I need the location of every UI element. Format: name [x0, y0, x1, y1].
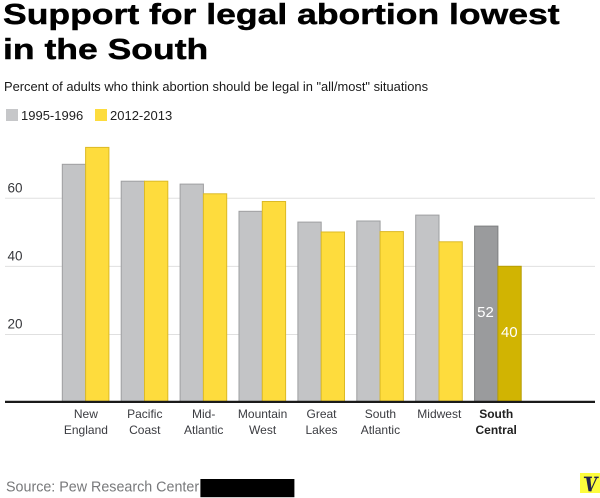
svg-text:Mountain: Mountain	[238, 407, 287, 421]
svg-text:Mid-: Mid-	[192, 407, 215, 421]
svg-text:South: South	[365, 407, 396, 421]
svg-text:Lakes: Lakes	[305, 423, 337, 437]
svg-text:Great: Great	[306, 407, 337, 421]
svg-text:40: 40	[7, 248, 22, 263]
svg-text:Central: Central	[476, 423, 517, 437]
svg-text:New: New	[74, 407, 98, 421]
svg-text:40: 40	[501, 324, 518, 341]
svg-text:20: 20	[7, 317, 22, 332]
svg-text:Source: Pew Research Center: Source: Pew Research Center	[6, 480, 199, 496]
svg-text:England: England	[64, 423, 108, 437]
svg-text:Atlantic: Atlantic	[184, 423, 223, 437]
svg-text:Pacific: Pacific	[127, 407, 162, 421]
svg-text:Midwest: Midwest	[417, 407, 462, 421]
svg-text:60: 60	[7, 180, 22, 195]
svg-text:Coast: Coast	[129, 423, 161, 437]
svg-text:South: South	[479, 407, 513, 421]
svg-text:52: 52	[477, 304, 494, 321]
svg-text:West: West	[249, 423, 277, 437]
svg-text:Atlantic: Atlantic	[361, 423, 400, 437]
